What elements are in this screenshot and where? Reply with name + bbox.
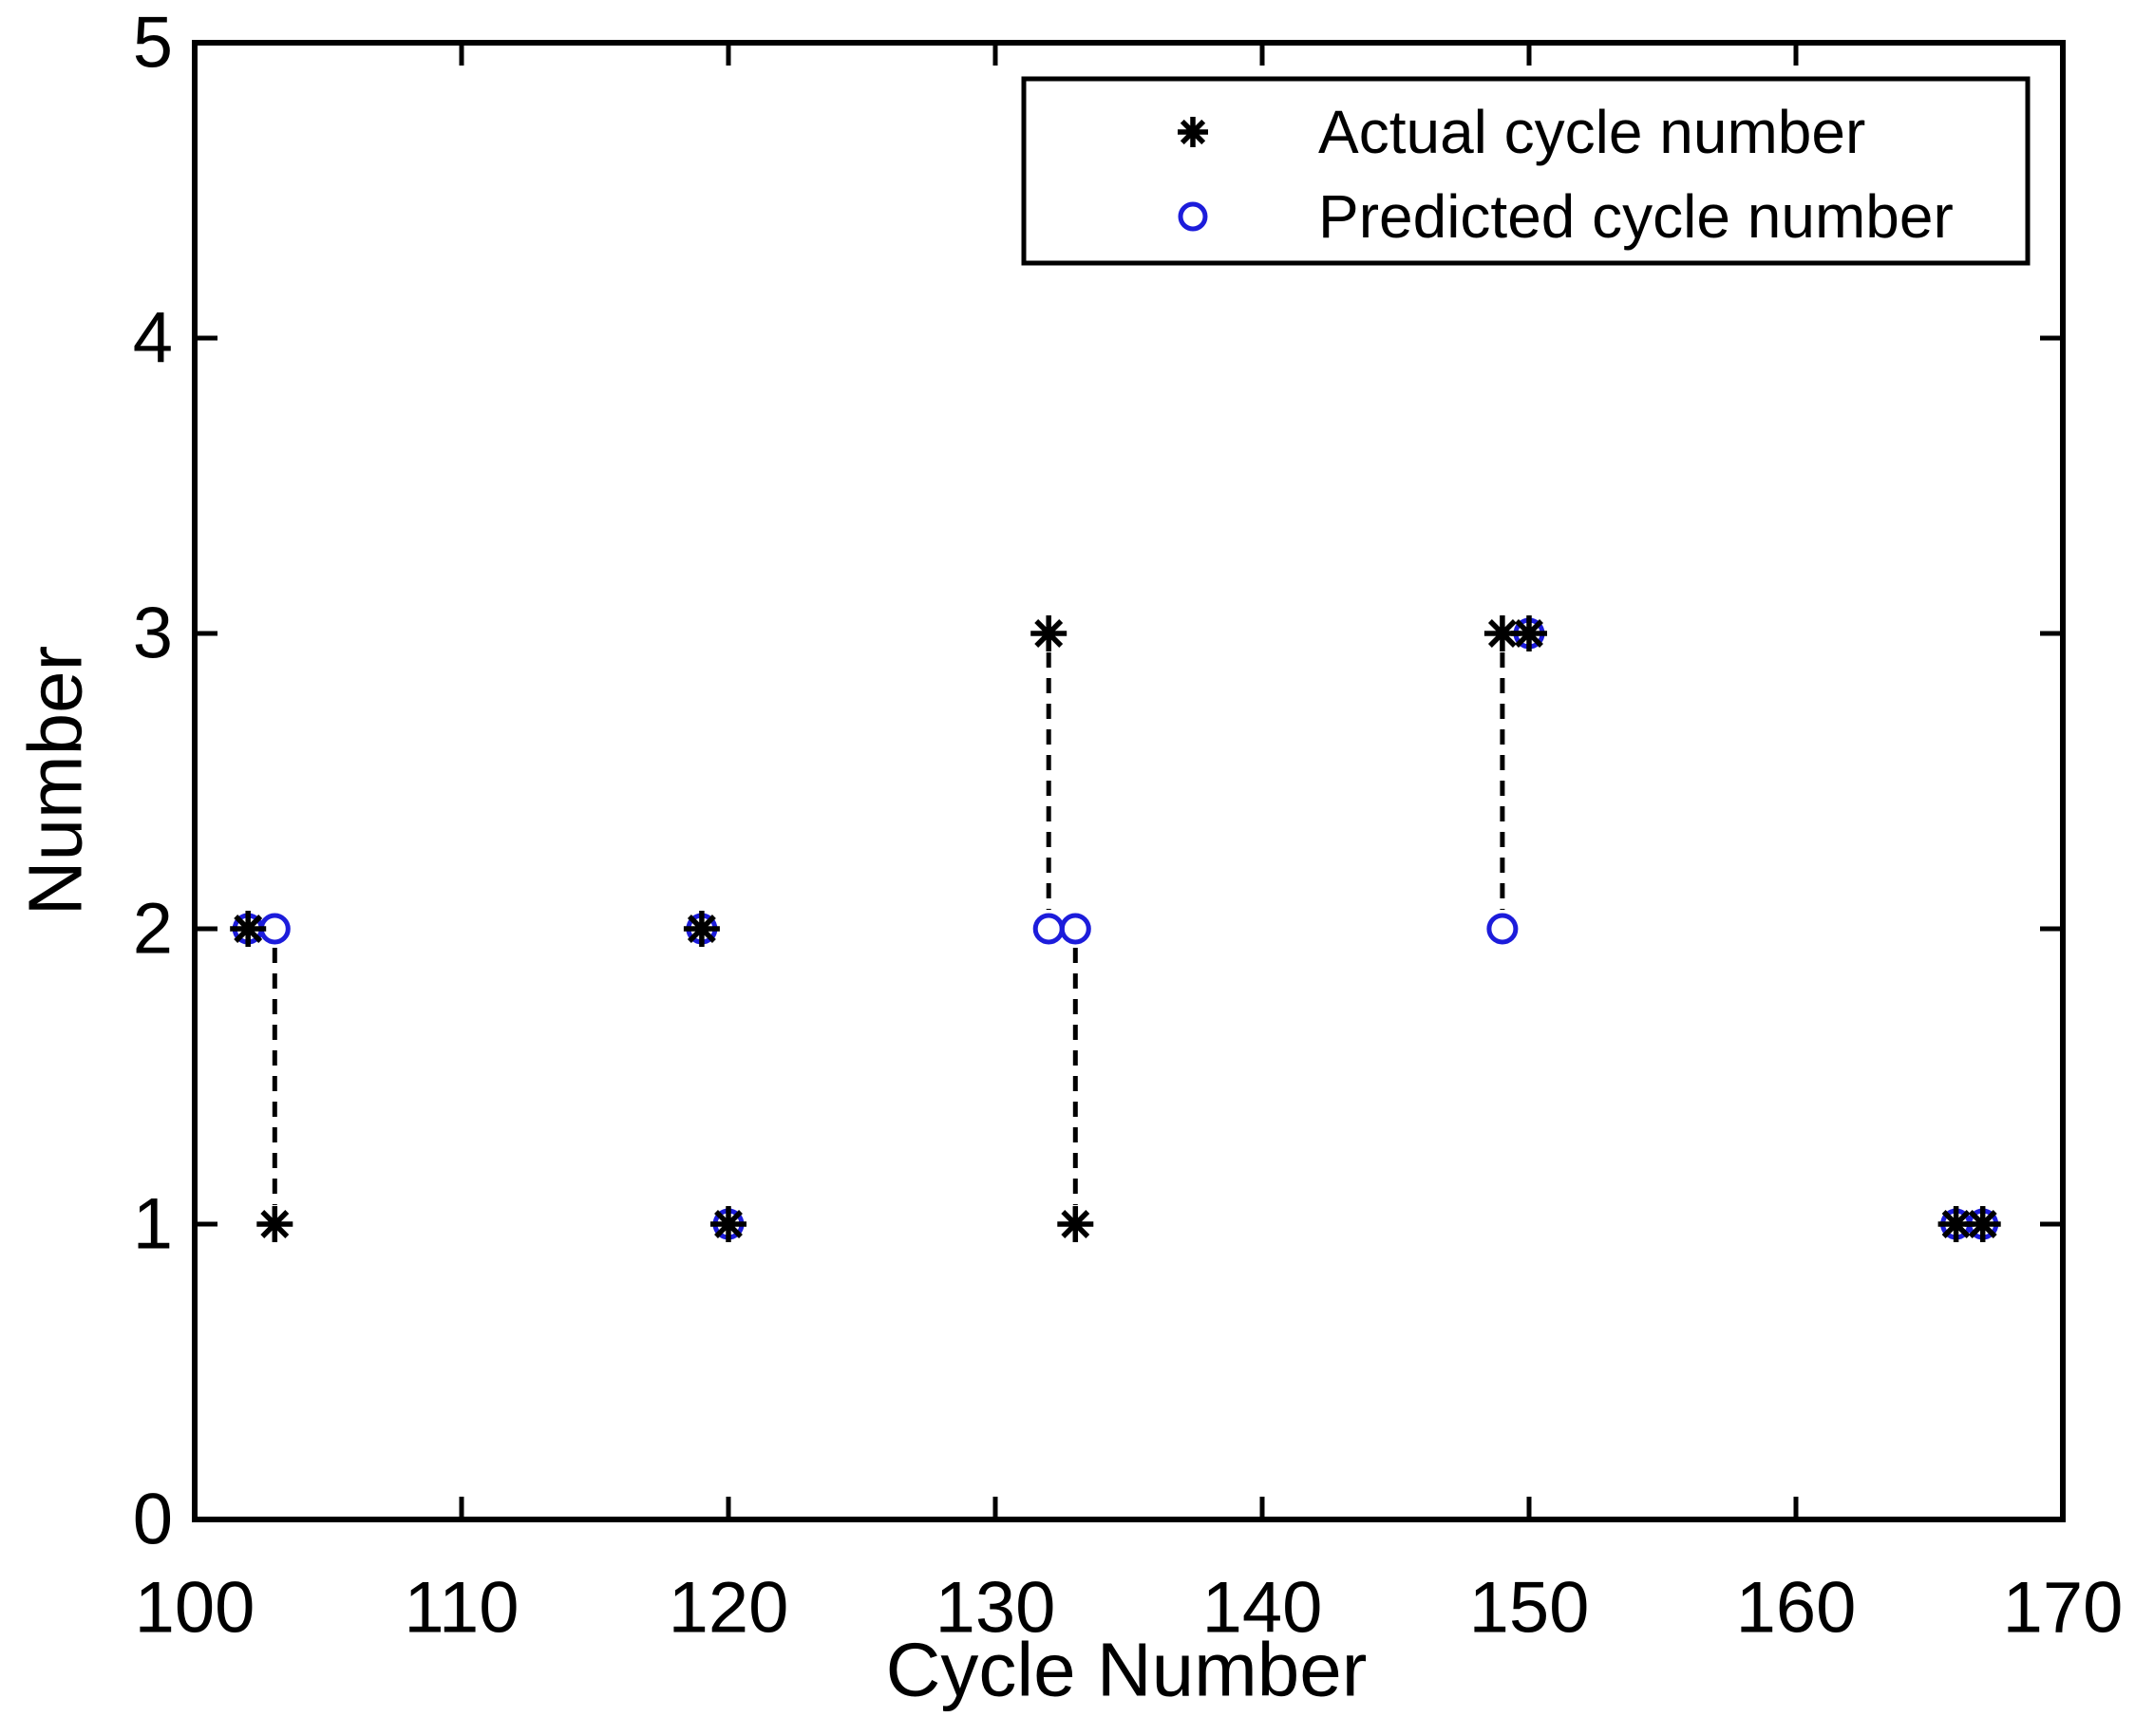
- predicted-point: [1486, 913, 1519, 945]
- x-tick-label: 110: [404, 1567, 519, 1648]
- plot-box: [192, 40, 2066, 1522]
- x-tick-label: 100: [135, 1567, 255, 1648]
- x-tick-label: 150: [1469, 1567, 1590, 1648]
- x-tick-label: 170: [2003, 1567, 2124, 1648]
- x-axis-label: Cycle Number: [886, 1628, 1368, 1712]
- x-tick-label: 130: [935, 1567, 1056, 1648]
- y-tick-label: 3: [133, 594, 173, 674]
- actual-point: [1057, 1206, 1094, 1242]
- series-actual: [230, 615, 2001, 1242]
- y-axis-label: Number: [13, 646, 98, 916]
- actual-point: [683, 911, 720, 947]
- actual-point: [1964, 1206, 2001, 1242]
- y-tick-label: 4: [133, 298, 173, 379]
- legend-box: [1021, 76, 2031, 266]
- actual-point: [256, 1206, 293, 1242]
- actual-point: [1511, 615, 1547, 651]
- ticks: [192, 40, 2066, 1522]
- y-tick-label: 2: [133, 889, 173, 970]
- predicted-point: [1059, 913, 1091, 945]
- actual-point: [230, 911, 267, 947]
- legend: Actual cycle number Predicted cycle numbe…: [1021, 76, 2031, 266]
- legend-label-predicted: Predicted cycle number: [1318, 182, 1954, 251]
- x-tick-label: 140: [1202, 1567, 1323, 1648]
- actual-point: [1483, 615, 1521, 651]
- axes: [192, 40, 2066, 1522]
- connector-lines: [272, 652, 1505, 1205]
- legend-label-actual: Actual cycle number: [1318, 98, 1865, 166]
- x-tick-label: 160: [1736, 1567, 1857, 1648]
- y-tick-label: 1: [133, 1184, 173, 1265]
- actual-point: [1937, 1206, 1974, 1242]
- legend-circle-icon: [1178, 201, 1208, 232]
- actual-point: [1030, 615, 1068, 651]
- y-tick-label: 5: [133, 3, 173, 84]
- y-tick-label: 0: [133, 1480, 173, 1560]
- actual-point: [710, 1206, 746, 1242]
- x-tick-label: 120: [669, 1567, 789, 1648]
- legend-asterisk-icon: [1178, 117, 1208, 147]
